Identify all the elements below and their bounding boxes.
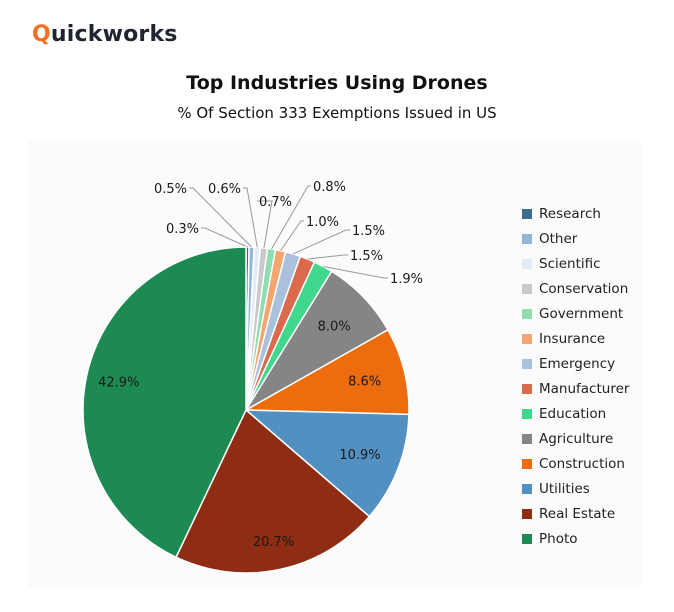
chart-title: Top Industries Using Drones [186,72,488,94]
legend-swatch [522,233,532,244]
legend-item-photo: Photo [522,526,629,551]
legend-item-agriculture: Agriculture [522,426,629,451]
legend-swatch [522,358,532,369]
data-label-government: 0.8% [313,180,346,195]
legend-swatch [522,408,532,419]
leader-line-other [189,187,252,248]
leader-line-research [201,227,248,248]
legend-label: Photo [539,530,578,547]
legend-label: Emergency [539,355,616,372]
leader-line-conservation [257,200,273,249]
legend-swatch [522,208,532,219]
data-label-research: 0.3% [166,222,199,237]
data-label-photo: 42.9% [98,375,139,390]
legend-label: Insurance [539,330,606,347]
pie-slice-real-estate [175,408,371,574]
data-label-scientific: 0.6% [208,182,241,197]
pie-slice-construction [243,328,410,416]
legend-item-research: Research [522,201,629,226]
data-label-construction: 8.6% [348,374,381,389]
legend-label: Agriculture [539,430,614,447]
pie-slice-photo [82,246,247,559]
leader-line-insurance [280,220,304,251]
legend-item-utilities: Utilities [522,476,629,501]
legend-item-real-estate: Real Estate [522,501,629,526]
legend-item-insurance: Insurance [522,326,629,351]
legend-item-emergency: Emergency [522,351,629,376]
leader-line-emergency [292,229,350,255]
legend-swatch [522,333,532,344]
data-label-manufacturer: 1.5% [350,249,383,264]
data-label-other: 0.5% [154,182,187,197]
legend-item-conservation: Conservation [522,276,629,301]
legend-label: Other [539,230,578,247]
legend-label: Research [539,205,601,222]
legend-label: Conservation [539,280,629,297]
legend-swatch [522,258,532,269]
legend-label: Real Estate [539,505,616,522]
data-label-agriculture: 8.0% [318,319,351,334]
legend-item-construction: Construction [522,451,629,476]
legend-swatch [522,433,532,444]
chart-subtitle: % Of Section 333 Exemptions Issued in US [177,104,497,122]
legend-swatch [522,533,532,544]
quickworks-logo: Quickworks [32,22,178,47]
legend-item-government: Government [522,301,629,326]
leader-line-scientific [243,187,258,248]
legend-label: Government [539,305,624,322]
chart-legend: Research Other Scientific Conservation Gover… [522,201,629,551]
legend-item-other: Other [522,226,629,251]
data-label-emergency: 1.5% [352,224,385,239]
pie-slice-utilities [243,409,410,518]
data-label-real-estate: 20.7% [253,535,294,550]
legend-label: Manufacturer [539,380,630,397]
logo-q-letter: Q [32,22,51,47]
legend-swatch [522,283,532,294]
legend-item-manufacturer: Manufacturer [522,376,629,401]
legend-swatch [522,458,532,469]
leader-line-education [323,265,388,279]
legend-label: Construction [539,455,625,472]
legend-swatch [522,483,532,494]
legend-swatch [522,308,532,319]
legend-label: Scientific [539,255,601,272]
leader-line-manufacturer [307,254,348,260]
legend-swatch [522,508,532,519]
legend-swatch [522,383,532,394]
data-label-conservation: 0.7% [259,195,292,210]
logo-text: uickworks [50,22,178,47]
legend-label: Education [539,405,607,422]
data-label-utilities: 10.9% [339,448,380,463]
legend-label: Utilities [539,480,590,497]
legend-item-education: Education [522,401,629,426]
data-label-education: 1.9% [390,272,423,287]
leader-line-government [271,185,311,250]
legend-item-scientific: Scientific [522,251,629,276]
data-label-insurance: 1.0% [306,215,339,230]
